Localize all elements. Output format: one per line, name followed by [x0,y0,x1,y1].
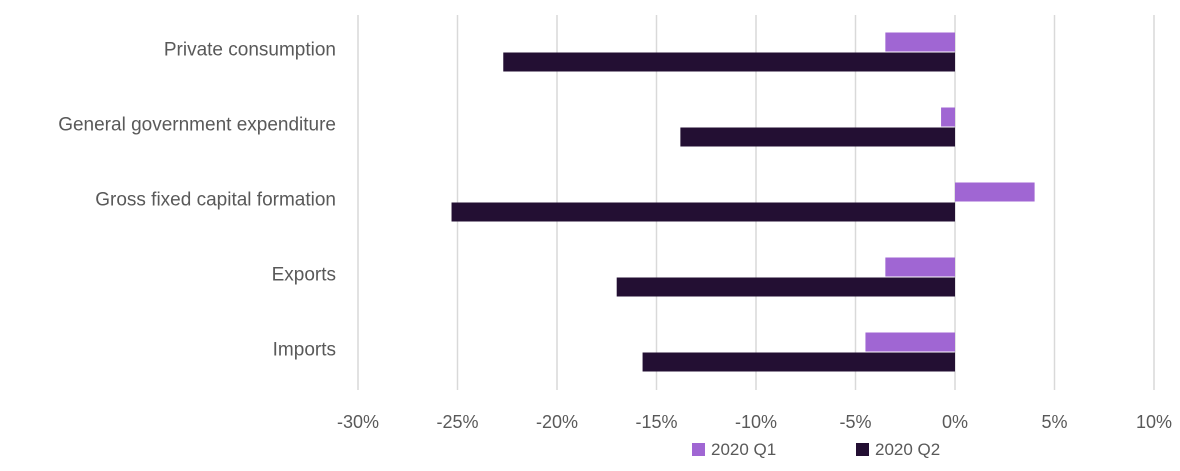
x-tick-label: -15% [635,412,677,432]
bar-2020-q2-private-consumption [503,52,955,72]
category-label-exports: Exports [272,265,336,286]
x-axis-ticks: -30% -25% -20% -15% -10% -5% 0% 5% 10% [337,412,1172,432]
bar-2020-q2-exports [616,277,955,297]
bar-2020-q2-imports [642,352,955,372]
x-tick-label: -20% [536,412,578,432]
bars [451,32,1035,372]
x-tick-label: -10% [735,412,777,432]
bar-2020-q1-gross-fixed-capital-formation [955,182,1035,202]
x-tick-label: 5% [1041,412,1067,432]
bar-2020-q1-exports [885,257,955,277]
category-label-imports: Imports [273,340,336,361]
legend-swatch-2020-q1 [692,443,705,456]
x-tick-label: 10% [1136,412,1172,432]
bar-2020-q2-gross-fixed-capital-formation [451,202,955,222]
legend-label-2020-q2: 2020 Q2 [875,440,940,459]
bar-2020-q1-general-government-expenditure [941,107,955,127]
legend-swatch-2020-q2 [856,443,869,456]
legend: 2020 Q1 2020 Q2 [692,440,940,459]
x-tick-label: -30% [337,412,379,432]
category-label-private-consumption: Private consumption [164,40,336,61]
category-label-gross-fixed-capital-formation: Gross fixed capital formation [95,190,336,211]
x-tick-label: -5% [839,412,871,432]
legend-label-2020-q1: 2020 Q1 [711,440,776,459]
bar-2020-q1-private-consumption [885,32,955,52]
x-tick-label: -25% [436,412,478,432]
bar-2020-q2-general-government-expenditure [680,127,955,147]
bar-2020-q1-imports [865,332,955,352]
category-labels: Private consumption General government ex… [58,40,336,361]
category-label-general-government-expenditure: General government expenditure [58,115,336,136]
x-tick-label: 0% [942,412,968,432]
